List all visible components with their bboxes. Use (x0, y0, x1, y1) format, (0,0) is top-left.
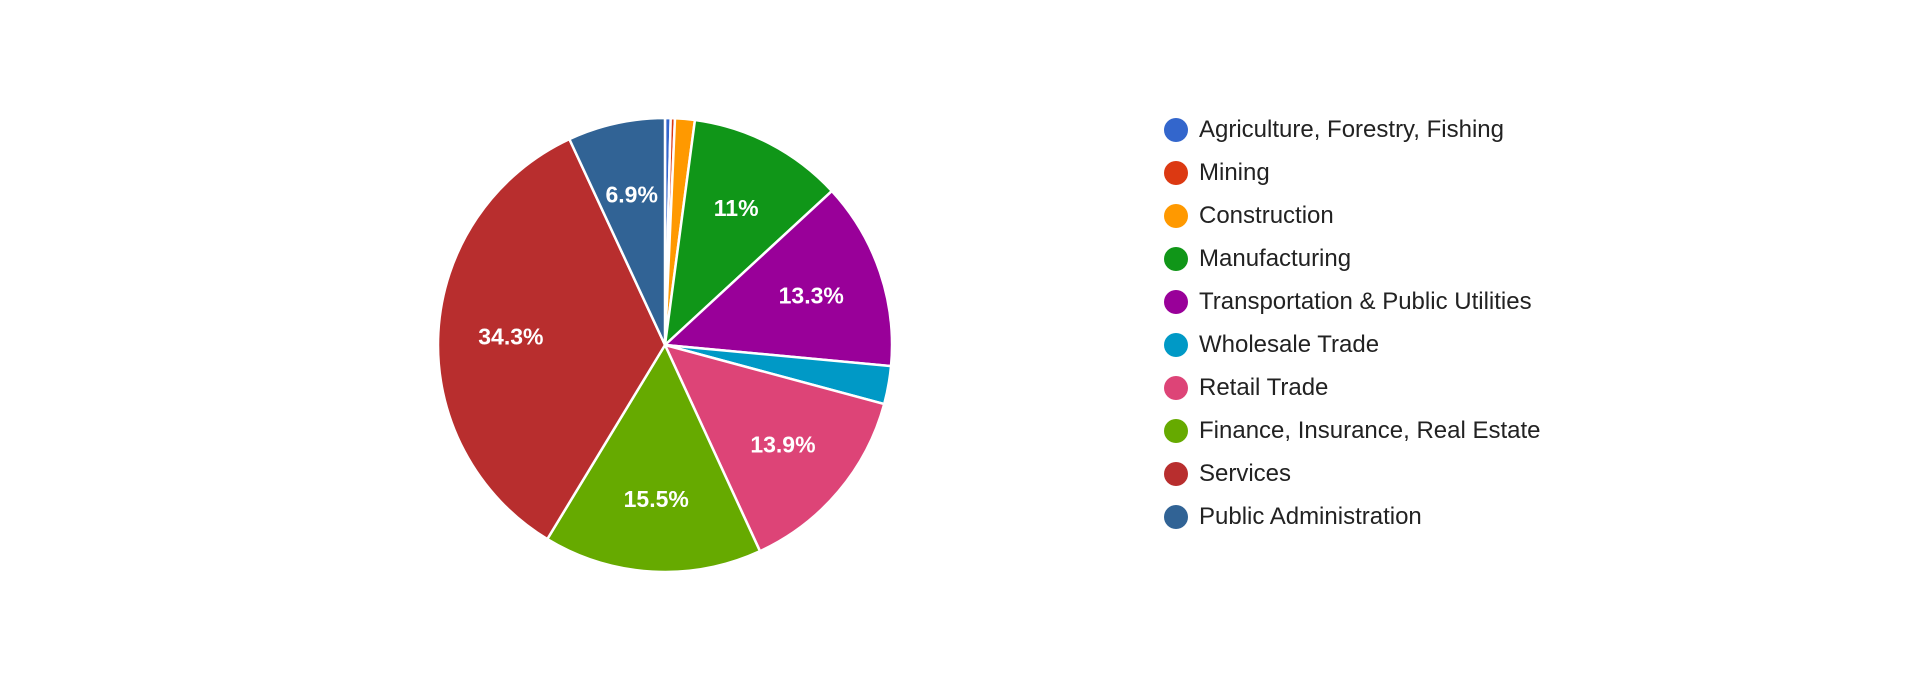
legend-swatch-icon (1164, 203, 1188, 228)
slice-label-public-administration: 6.9% (605, 181, 657, 207)
slice-label-retail-trade: 13.9% (750, 432, 815, 458)
legend-label: Wholesale Trade (1199, 330, 1380, 358)
legend-label: Transportation & Public Utilities (1199, 287, 1532, 315)
legend-label: Construction (1199, 201, 1334, 229)
legend-item-retail-trade[interactable]: Retail Trade (1164, 366, 1541, 409)
legend-swatch-icon (1164, 504, 1188, 529)
legend-swatch-icon (1164, 332, 1188, 357)
legend-item-construction[interactable]: Construction (1164, 194, 1541, 237)
slice-label-services: 34.3% (478, 323, 543, 349)
legend-swatch-icon (1164, 461, 1188, 486)
legend-swatch-icon (1164, 160, 1188, 185)
legend-item-wholesale-trade[interactable]: Wholesale Trade (1164, 323, 1541, 366)
legend-swatch-icon (1164, 117, 1188, 142)
legend-item-finance-insurance-real-estate[interactable]: Finance, Insurance, Real Estate (1164, 409, 1541, 452)
pie-slice-public-administration[interactable] (567, 116, 667, 346)
legend-swatch-icon (1164, 418, 1188, 443)
legend-label: Manufacturing (1199, 244, 1352, 272)
pie-slice-retail-trade[interactable] (662, 343, 886, 553)
legend: Agriculture, Forestry, Fishing Mining Cons… (1164, 108, 1541, 538)
slice-label-finance-insurance-real-estate: 15.5% (624, 486, 689, 512)
legend-item-manufacturing[interactable]: Manufacturing (1164, 237, 1541, 280)
legend-label: Public Administration (1199, 502, 1422, 530)
legend-label: Agriculture, Forestry, Fishing (1199, 115, 1504, 143)
legend-item-public-administration[interactable]: Public Administration (1164, 495, 1541, 538)
pie-slice-manufacturing[interactable] (663, 118, 834, 349)
legend-item-mining[interactable]: Mining (1164, 151, 1541, 194)
slice-label-manufacturing: 11% (714, 195, 759, 221)
legend-item-agriculture-forestry-fishing[interactable]: Agriculture, Forestry, Fishing (1164, 108, 1541, 151)
pie-slice-services[interactable] (436, 137, 667, 541)
legend-item-services[interactable]: Services (1164, 452, 1541, 495)
pie-slice-finance-insurance-real-estate[interactable] (545, 342, 762, 574)
pie-slice-transportation-and-public-utilities[interactable] (662, 189, 894, 368)
legend-label: Mining (1199, 158, 1270, 186)
legend-label: Finance, Insurance, Real Estate (1199, 416, 1541, 444)
slice-label-transportation-and-public-utilities: 13.3% (779, 283, 844, 309)
legend-swatch-icon (1164, 246, 1188, 271)
legend-swatch-icon (1164, 375, 1188, 400)
legend-label: Services (1199, 459, 1292, 487)
legend-swatch-icon (1164, 289, 1188, 314)
legend-label: Retail Trade (1199, 373, 1329, 401)
legend-item-transportation-and-public-utilities[interactable]: Transportation & Public Utilities (1164, 280, 1541, 323)
